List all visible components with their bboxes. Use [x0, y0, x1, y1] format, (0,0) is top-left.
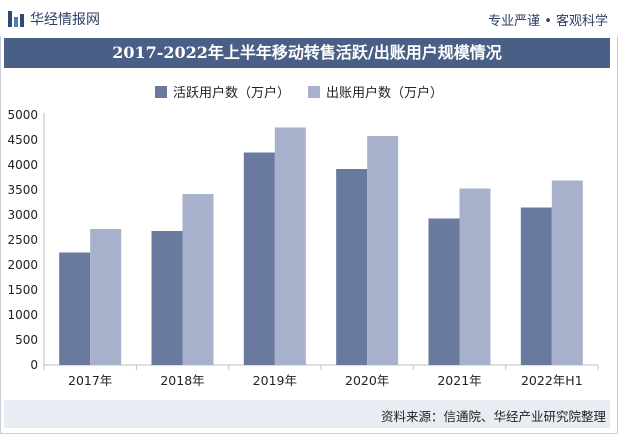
x-tick-label: 2019年: [253, 373, 297, 388]
y-tick-label: 0: [30, 358, 38, 372]
bar-active: [428, 218, 460, 365]
x-tick-label: 2022年H1: [521, 373, 583, 388]
legend-label-billed: 出账用户数（万户）: [326, 86, 444, 101]
legend-swatch-active: [155, 85, 167, 98]
y-tick-label: 4500: [7, 133, 38, 147]
brand-logo: 华经情报网: [8, 9, 100, 29]
bar-active: [336, 169, 368, 365]
bar-active: [59, 252, 91, 365]
legend-item-active: 活跃用户数（万户）: [155, 82, 290, 101]
bar-active: [243, 152, 275, 365]
bar-billed: [551, 180, 583, 365]
legend: 活跃用户数（万户） 出账用户数（万户）: [155, 82, 443, 101]
legend-label-active: 活跃用户数（万户）: [173, 86, 291, 101]
y-tick-label: 1000: [7, 308, 38, 322]
bar-active: [520, 207, 552, 365]
x-tick-label: 2020年: [345, 373, 389, 388]
x-tick-label: 2017年: [68, 373, 112, 388]
y-tick-label: 4000: [7, 158, 38, 172]
y-tick-label: 2500: [7, 233, 38, 247]
tagline: 专业严谨 • 客观科学: [488, 14, 608, 29]
logo-mark-icon: [8, 11, 24, 27]
bar-active: [151, 231, 183, 365]
y-tick-label: 3000: [7, 208, 38, 222]
header: 华经情报网 专业严谨 • 客观科学: [0, 0, 618, 36]
chart-title: 2017-2022年上半年移动转售活跃/出账用户规模情况: [4, 38, 610, 68]
x-tick-label: 2021年: [437, 373, 481, 388]
y-tick-label: 500: [15, 333, 38, 347]
y-tick-label: 3500: [7, 183, 38, 197]
y-tick-label: 1500: [7, 283, 38, 297]
logo-text: 华经情报网: [30, 12, 100, 28]
x-tick-label: 2018年: [160, 373, 204, 388]
y-tick-label: 2000: [7, 258, 38, 272]
y-tick-label: 5000: [7, 108, 38, 122]
bar-billed: [182, 194, 214, 365]
legend-swatch-billed: [308, 85, 321, 98]
legend-item-billed: 出账用户数（万户）: [308, 82, 443, 101]
bar-billed: [90, 229, 122, 365]
footer-bar: [4, 400, 610, 428]
bar-billed: [274, 127, 306, 365]
source-note: 资料来源：信通院、华经产业研究院整理: [380, 409, 606, 424]
bar-billed: [367, 136, 399, 365]
bar-billed: [459, 188, 491, 365]
